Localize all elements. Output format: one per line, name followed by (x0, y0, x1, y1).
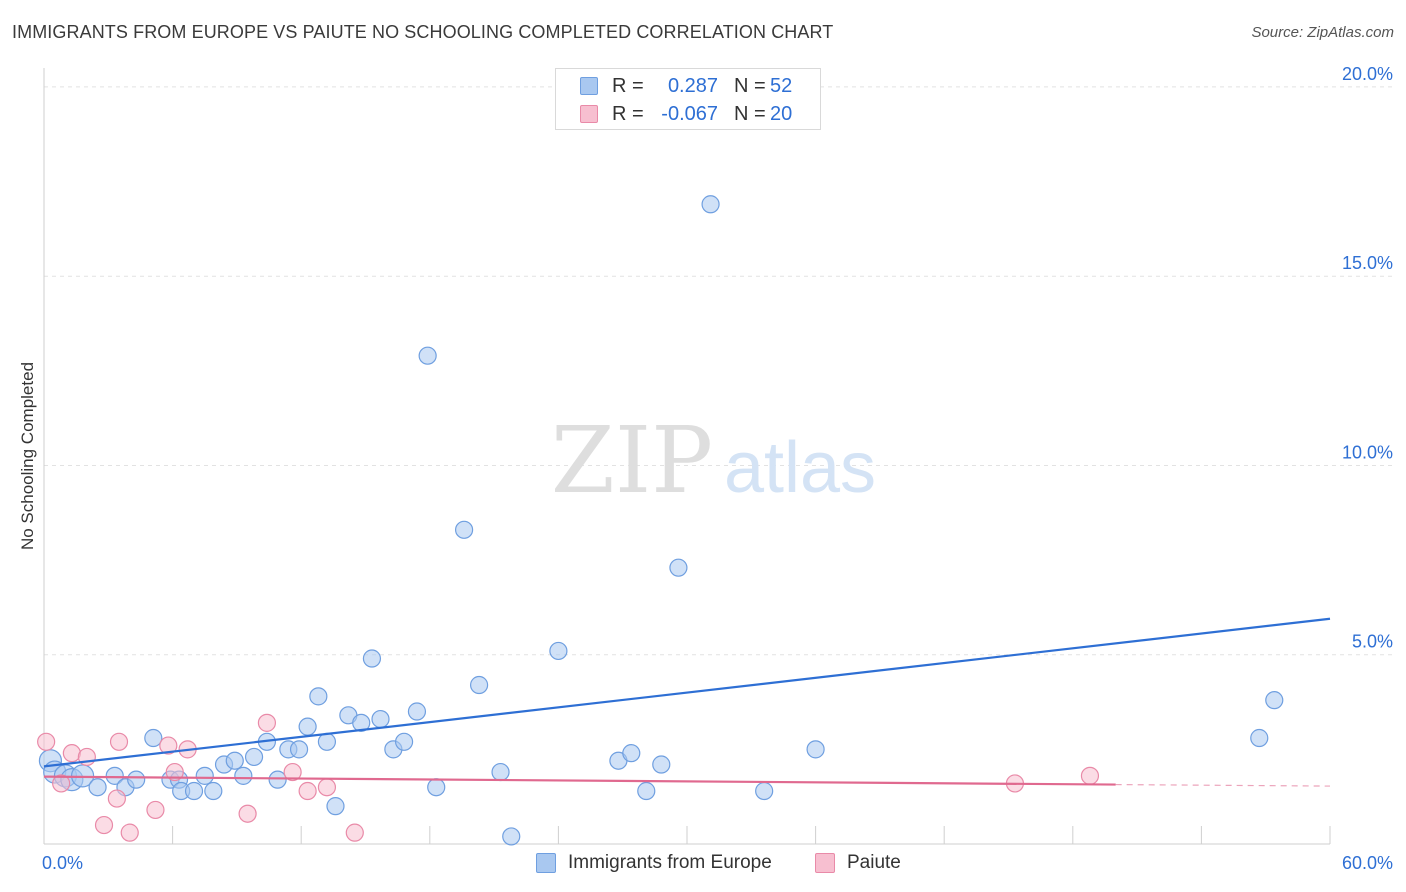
point-europe (362, 649, 382, 668)
point-europe (1265, 691, 1284, 710)
y-tick-label: 15.0% (1342, 253, 1393, 273)
point-europe (105, 766, 124, 785)
point-europe (502, 827, 521, 846)
point-europe (549, 641, 568, 661)
point-europe (427, 778, 446, 797)
y-tick-label: 20.0% (1342, 64, 1393, 84)
trendline-europe (43, 617, 1331, 768)
point-paiute (298, 781, 317, 801)
point-europe (298, 717, 317, 736)
point-europe (622, 744, 641, 763)
point-europe (371, 709, 390, 729)
point-europe (418, 346, 437, 365)
tick-layer: 5.0% 10.0% 15.0% 20.0% 0.0% 60.0% (42, 64, 1393, 873)
y-tick-label: 10.0% (1342, 442, 1393, 462)
point-europe (326, 797, 345, 816)
point-paiute (165, 762, 184, 782)
point-europe (755, 781, 774, 801)
point-paiute (257, 713, 277, 732)
legend-swatch-europe (580, 77, 598, 95)
legend-r-label: R = (612, 103, 644, 125)
point-europe (127, 770, 146, 789)
watermark-zip: ZIP (551, 407, 713, 514)
point-europe (637, 781, 656, 801)
point-europe (469, 675, 489, 695)
legend-n-value-paiute: 20 (770, 103, 793, 125)
point-paiute (107, 789, 126, 808)
point-europe (701, 195, 720, 214)
point-europe (669, 558, 688, 577)
point-europe (184, 781, 204, 801)
point-paiute (120, 823, 139, 842)
point-europe (806, 740, 825, 759)
point-europe (244, 747, 264, 767)
point-europe (144, 728, 163, 748)
point-europe (204, 781, 223, 801)
point-paiute (109, 732, 129, 751)
point-europe (289, 740, 309, 759)
point-europe (88, 778, 107, 797)
point-paiute (1080, 766, 1100, 785)
series-swatch-paiute (815, 853, 835, 873)
series-label-paiute: Paiute (847, 852, 901, 873)
point-europe (317, 732, 337, 751)
legend-r-value-paiute: -0.067 (661, 103, 718, 125)
grid-layer (43, 86, 1394, 845)
source-label: Source: ZipAtlas.com (1251, 24, 1394, 41)
point-europe (195, 766, 214, 785)
legend-r-value-europe: 0.287 (667, 75, 718, 97)
legend-r-label: R = (612, 75, 644, 97)
point-paiute (159, 736, 178, 755)
trend-layer (43, 617, 1331, 787)
correlation-legend: R = 0.287 N = 52 R = -0.067 N = 20 (555, 68, 821, 130)
legend-n-value-europe: 52 (770, 75, 793, 97)
watermark-atlas: atlas (724, 428, 876, 508)
legend-n-label: N = (734, 75, 766, 97)
point-paiute (52, 774, 71, 793)
points-layer (37, 195, 1284, 846)
point-europe (225, 751, 244, 770)
point-europe (234, 766, 253, 785)
legend-swatch-paiute (580, 105, 598, 123)
point-paiute (283, 762, 302, 782)
series-label-europe: Immigrants from Europe (568, 852, 772, 873)
legend-row-europe: R = 0.287 N = 52 (556, 73, 820, 101)
x-tick-label-max: 60.0% (1342, 853, 1393, 873)
point-europe (394, 732, 414, 751)
point-paiute (94, 815, 114, 835)
point-paiute (317, 778, 337, 797)
chart-title: IMMIGRANTS FROM EUROPE VS PAIUTE NO SCHO… (12, 22, 834, 42)
point-paiute (146, 800, 165, 820)
series-legend: Immigrants from Europe Paiute (0, 852, 1406, 878)
point-paiute (62, 744, 81, 763)
point-europe (268, 770, 287, 789)
point-europe (352, 713, 371, 732)
y-tick-label: 5.0% (1352, 632, 1393, 652)
point-paiute (345, 823, 364, 842)
x-tick-label-min: 0.0% (42, 853, 83, 873)
point-europe (491, 762, 510, 782)
trendline-paiute-extension (1115, 783, 1331, 787)
point-europe (652, 755, 671, 774)
trendline-paiute (43, 775, 1116, 786)
series-swatch-europe (536, 853, 556, 873)
legend-n-label: N = (734, 103, 766, 125)
watermark: ZIP atlas (551, 407, 876, 514)
point-europe (309, 687, 328, 706)
point-paiute (37, 732, 56, 751)
point-europe (1250, 728, 1269, 748)
point-paiute (238, 804, 257, 823)
point-europe (454, 520, 474, 539)
point-europe (407, 702, 427, 721)
legend-row-paiute: R = -0.067 N = 20 (556, 101, 820, 129)
